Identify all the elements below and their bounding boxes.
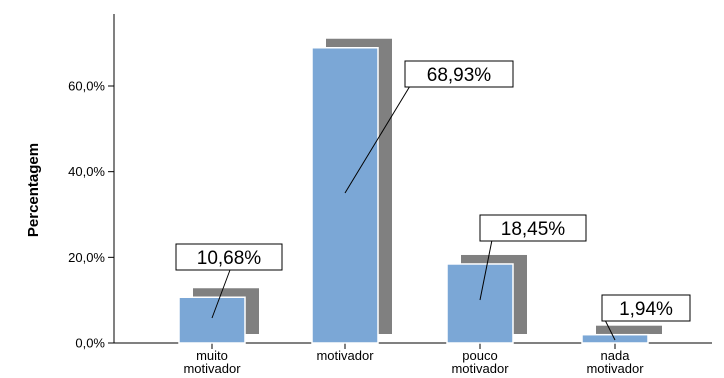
- bar: [311, 46, 379, 344]
- data-label-leader: [211, 269, 231, 319]
- y-tick-label: 60,0%: [68, 79, 105, 94]
- data-label-box: [175, 243, 283, 271]
- bar: [178, 296, 246, 344]
- data-label-leader: [479, 239, 493, 301]
- data-label: 10,68%: [197, 248, 262, 269]
- x-tick-label: muito motivador: [183, 348, 241, 376]
- y-tick-label: 0,0%: [75, 336, 105, 351]
- data-label: 18,45%: [501, 219, 566, 240]
- bar: [446, 263, 514, 344]
- y-tick-label: 20,0%: [68, 250, 105, 265]
- bars: [178, 38, 662, 344]
- data-label-box: [601, 294, 691, 322]
- x-tick-label: pouco motivador: [451, 348, 509, 376]
- y-tick-label: 40,0%: [68, 164, 105, 179]
- data-label: 68,93%: [427, 65, 492, 86]
- x-axis: muito motivador motivador pouco motivador nad…: [114, 342, 712, 376]
- data-label-leader: [344, 85, 411, 194]
- bar: [581, 333, 649, 344]
- data-label-box: [479, 214, 587, 242]
- y-axis-label: Percentagem: [25, 143, 42, 237]
- y-axis: 0,0% 20,0% 40,0% 60,0%: [68, 14, 115, 351]
- x-tick-label: nada motivador: [586, 348, 644, 376]
- data-labels: 10,68% 68,93% 18,45% 1,94%: [175, 60, 691, 341]
- data-label-box: [404, 60, 514, 88]
- x-tick-label: motivador: [316, 348, 374, 363]
- data-label: 1,94%: [619, 299, 673, 320]
- data-label-leader: [604, 319, 616, 341]
- bar-shadow: [596, 325, 662, 334]
